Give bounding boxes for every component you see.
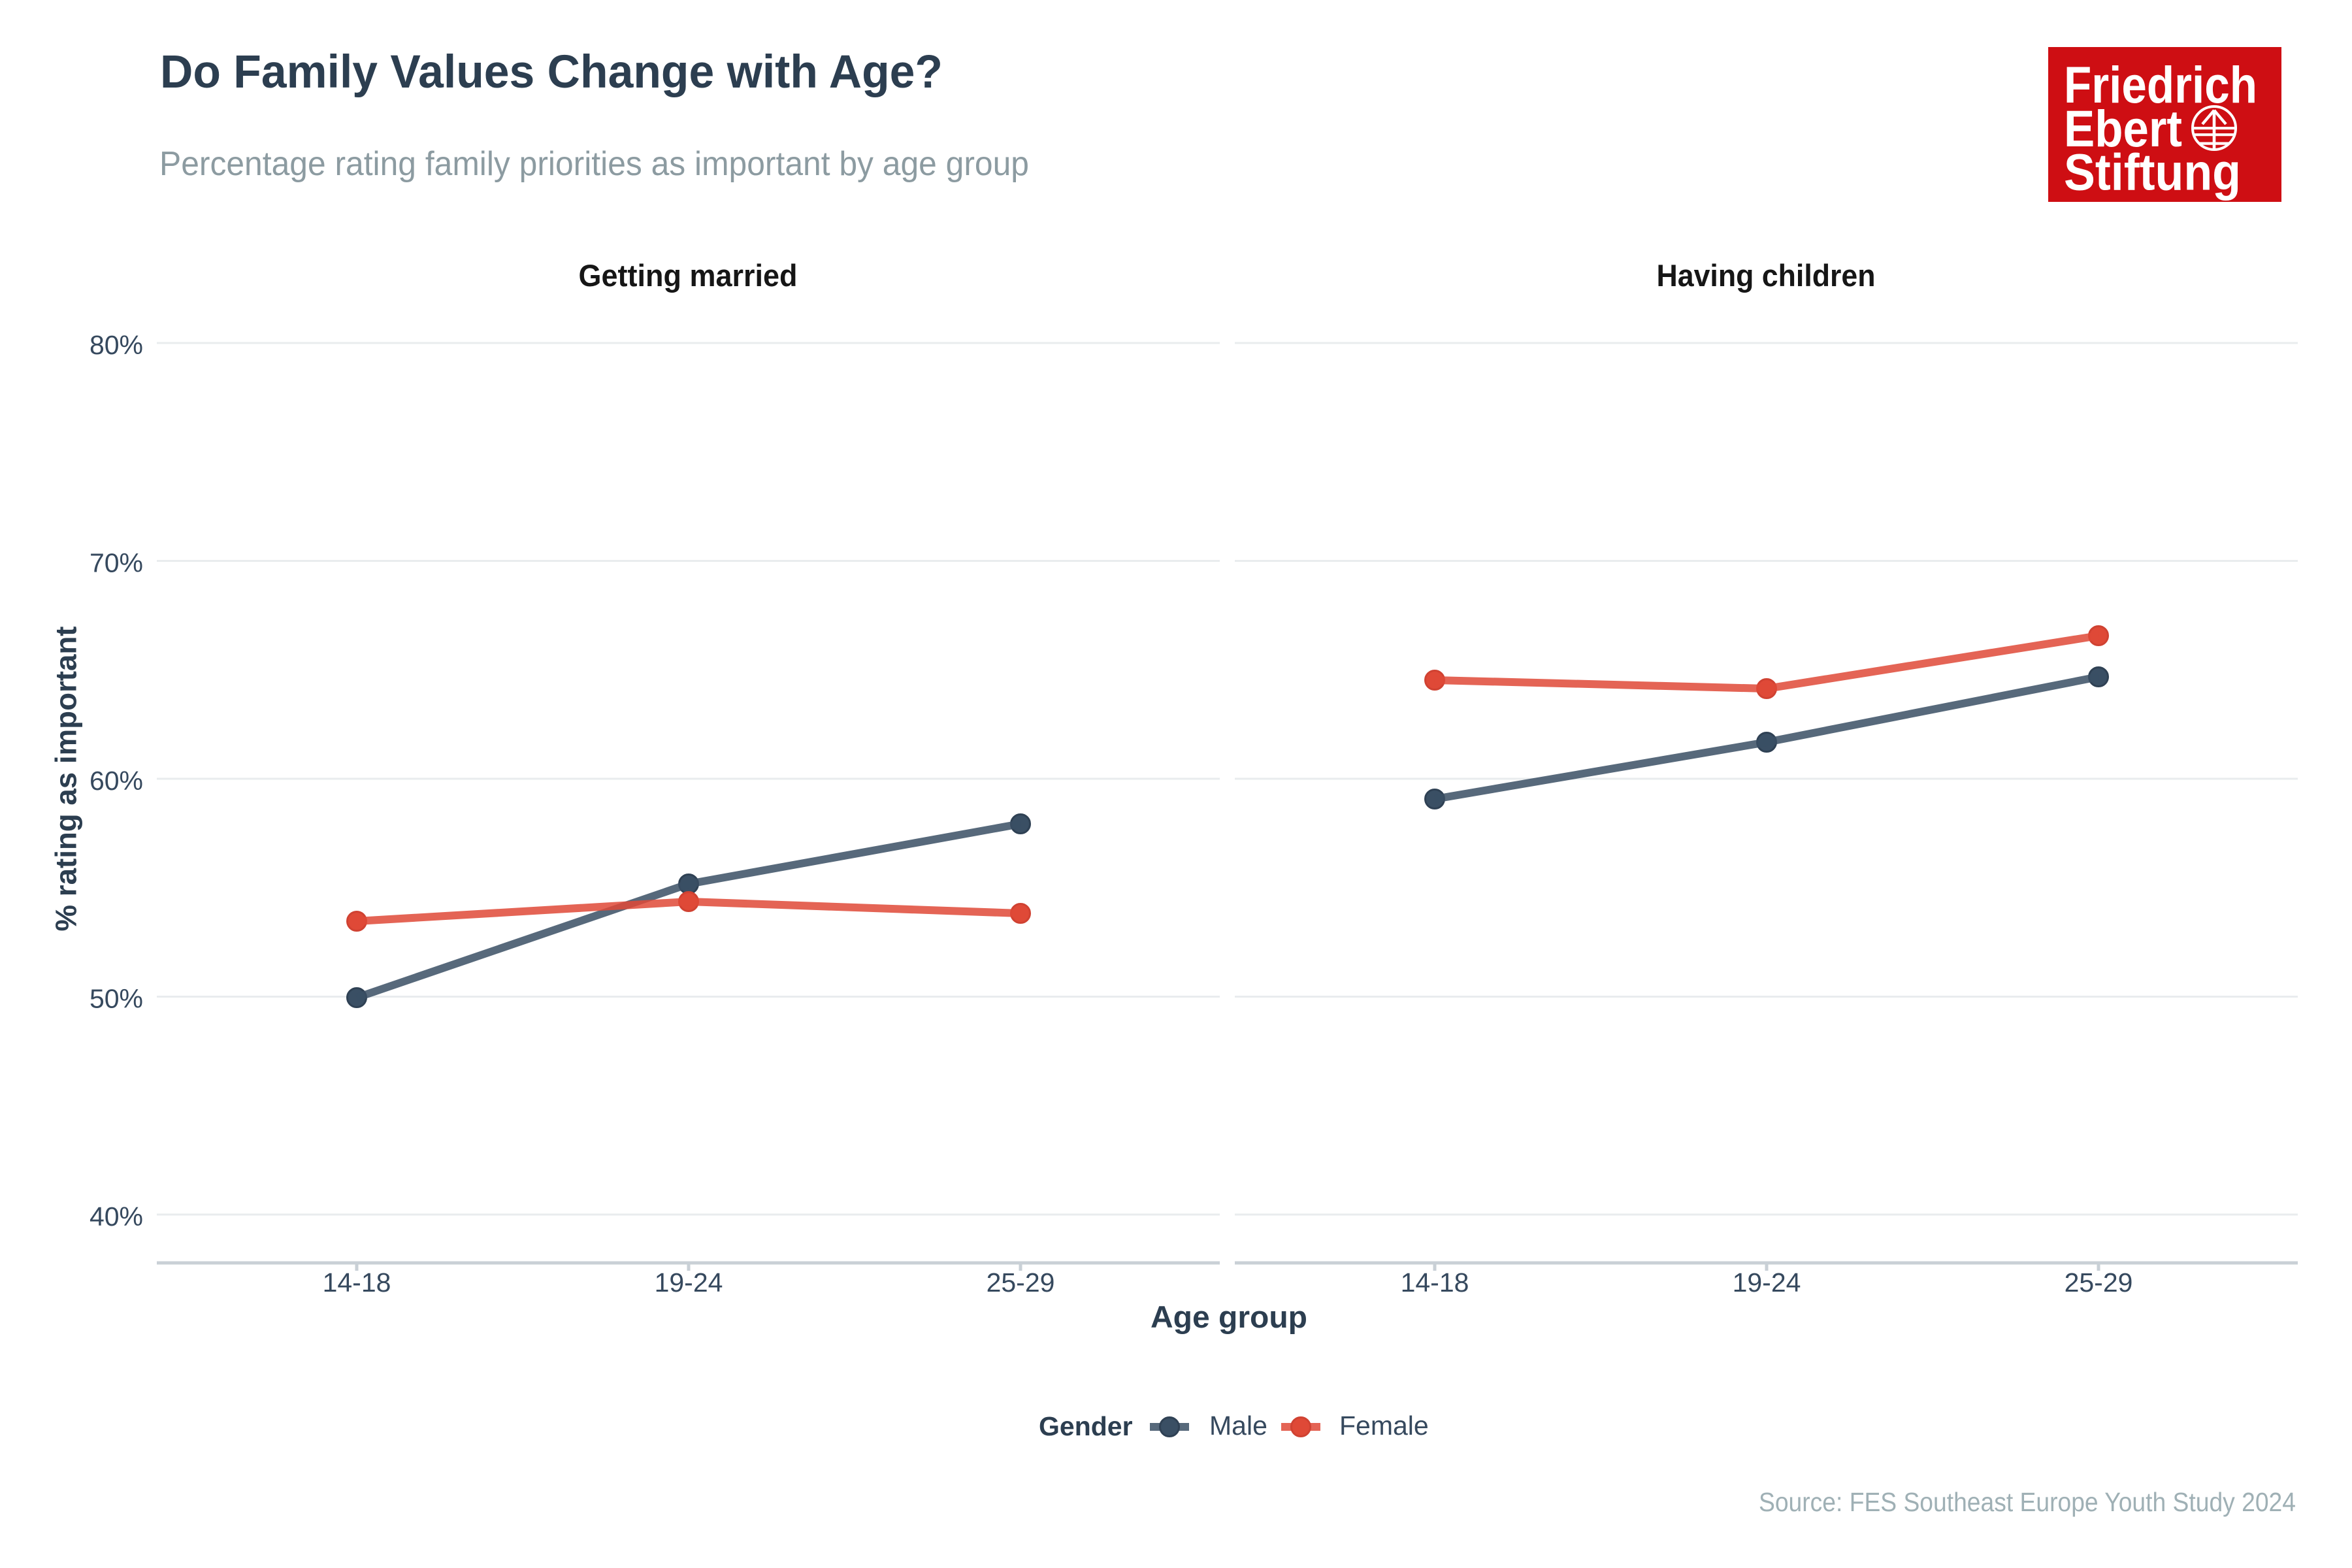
svg-text:70%: 70% bbox=[90, 548, 143, 578]
svg-text:Male: Male bbox=[1209, 1411, 1267, 1441]
svg-text:Friedrich: Friedrich bbox=[2064, 56, 2257, 114]
svg-text:Source: FES Southeast Europe Y: Source: FES Southeast Europe Youth Study… bbox=[1759, 1487, 2296, 1517]
svg-text:Stiftung: Stiftung bbox=[2064, 143, 2241, 201]
svg-text:Having children: Having children bbox=[1657, 258, 1876, 293]
svg-text:50%: 50% bbox=[90, 984, 143, 1014]
svg-text:Age group: Age group bbox=[1151, 1299, 1307, 1334]
svg-text:Gender: Gender bbox=[1039, 1411, 1133, 1441]
svg-text:60%: 60% bbox=[90, 766, 143, 796]
svg-text:25-29: 25-29 bbox=[987, 1267, 1055, 1298]
svg-text:Percentage rating family prior: Percentage rating family priorities as i… bbox=[159, 145, 1029, 183]
svg-text:19-24: 19-24 bbox=[655, 1267, 723, 1298]
svg-text:19-24: 19-24 bbox=[1733, 1267, 1801, 1298]
svg-text:14-18: 14-18 bbox=[323, 1267, 391, 1298]
svg-text:Do Family Values Change with A: Do Family Values Change with Age? bbox=[160, 46, 943, 98]
svg-text:14-18: 14-18 bbox=[1401, 1267, 1469, 1298]
svg-text:Female: Female bbox=[1339, 1411, 1429, 1441]
svg-text:Ebert: Ebert bbox=[2064, 99, 2182, 157]
svg-text:Getting married: Getting married bbox=[579, 258, 798, 293]
svg-text:25-29: 25-29 bbox=[2065, 1267, 2133, 1298]
svg-text:40%: 40% bbox=[90, 1201, 143, 1232]
svg-text:80%: 80% bbox=[90, 330, 143, 360]
svg-text:% rating as important: % rating as important bbox=[50, 627, 83, 932]
